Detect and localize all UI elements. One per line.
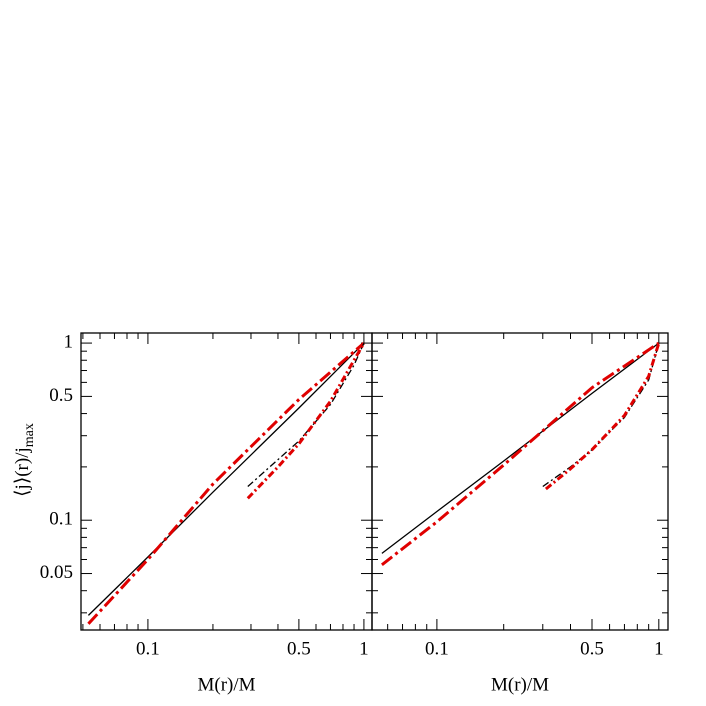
x-tick-label: 0.1 (425, 638, 449, 659)
series-line (246, 342, 366, 500)
y-tick-label: 1 (64, 331, 74, 352)
plot-frame (371, 332, 669, 631)
x-tick-label: 0.5 (580, 638, 604, 659)
series-line (544, 342, 661, 491)
y-tick-label: 0.1 (49, 509, 73, 530)
x-tick-label: 1 (654, 638, 664, 659)
y-axis-label: ⟨j⟩(r)/jmax (12, 423, 37, 497)
series-line (380, 341, 660, 566)
series-line (381, 342, 660, 554)
series-line (87, 341, 365, 625)
y-tick-label: 0.5 (49, 385, 73, 406)
x-tick-label: 1 (359, 638, 369, 659)
x-tick-label: 0.1 (136, 638, 160, 659)
y-axis-label-sub: max (22, 423, 37, 447)
x-tick-label: 0.5 (287, 638, 311, 659)
x-axis-label: M(r)/M (197, 674, 255, 695)
series-line (247, 342, 365, 487)
x-axis-label: M(r)/M (491, 674, 549, 695)
series-line (87, 342, 365, 616)
y-tick-label: 0.05 (40, 562, 73, 583)
y-axis-label-main: ⟨j⟩(r)/j (12, 447, 33, 497)
